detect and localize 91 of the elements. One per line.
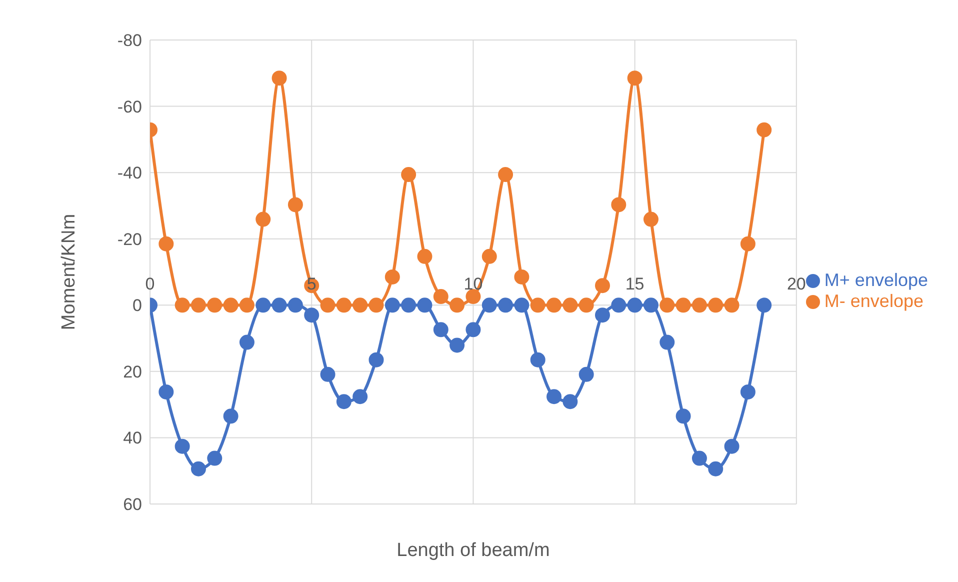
point (660, 298, 675, 313)
y-axis-title: Moment/KNm (58, 214, 80, 330)
point (740, 384, 756, 400)
point (724, 438, 740, 454)
y-tick-label: -60 (117, 97, 142, 116)
point (578, 298, 594, 313)
y-tick-label: 20 (123, 362, 142, 382)
point (272, 298, 287, 313)
x-axis-title: Length of beam/m (396, 540, 550, 561)
point (272, 70, 287, 86)
x-tick-label: 20 (786, 274, 806, 294)
point (433, 322, 448, 338)
point (158, 384, 174, 400)
point (158, 236, 174, 252)
point (450, 338, 465, 353)
point (482, 248, 497, 264)
point (352, 389, 368, 404)
point (708, 298, 724, 313)
point (643, 212, 658, 227)
point (239, 298, 254, 313)
legend-label: M- envelope (824, 291, 924, 311)
point (676, 298, 691, 313)
legend-label: M+ envelope (824, 270, 928, 290)
point (514, 269, 530, 284)
point (352, 298, 368, 313)
point (368, 298, 384, 313)
point (256, 298, 271, 313)
point (546, 298, 562, 313)
point (239, 334, 254, 350)
point (578, 366, 594, 382)
point (190, 461, 206, 476)
point (174, 298, 190, 313)
point (514, 298, 530, 313)
point (594, 278, 610, 294)
point (562, 394, 578, 410)
y-tick-label: -40 (117, 164, 142, 183)
point (756, 122, 772, 138)
point (223, 298, 238, 313)
point (676, 408, 691, 424)
point (756, 298, 772, 313)
point (207, 298, 222, 313)
point (288, 298, 303, 313)
point (530, 352, 546, 368)
y-tick-label: 60 (123, 495, 142, 514)
point (401, 167, 416, 182)
point (304, 308, 320, 323)
point (417, 248, 432, 264)
y-tick-label: 40 (123, 428, 142, 448)
x-tick-label: 5 (306, 274, 316, 294)
point (530, 298, 546, 313)
point (562, 298, 578, 313)
point (692, 298, 707, 313)
y-tick-label: 0 (132, 296, 142, 316)
point (594, 308, 610, 323)
point (384, 269, 400, 284)
point (320, 366, 336, 382)
point (190, 298, 206, 313)
point (466, 289, 481, 304)
x-tick-label: 0 (145, 274, 155, 294)
point (401, 298, 416, 313)
point (498, 167, 514, 182)
point (482, 298, 497, 313)
x-tick-label: 15 (625, 274, 644, 294)
point (724, 298, 740, 313)
point (546, 389, 562, 404)
point (611, 197, 626, 212)
point (336, 298, 352, 313)
point (692, 450, 707, 466)
point (627, 298, 642, 313)
point (498, 298, 514, 313)
point (627, 70, 642, 86)
point (660, 334, 675, 350)
point (384, 298, 400, 313)
point (611, 298, 626, 313)
point (740, 236, 756, 252)
point (174, 438, 190, 454)
point (207, 450, 222, 466)
point (417, 298, 432, 313)
point (433, 289, 448, 304)
y-tick-label: -80 (117, 31, 142, 50)
point (450, 298, 465, 313)
point (368, 352, 384, 368)
point (288, 197, 303, 212)
y-tick-label: -20 (117, 230, 142, 249)
point (466, 322, 481, 338)
point (643, 298, 658, 313)
point (336, 394, 352, 410)
point (708, 461, 724, 476)
point (223, 408, 238, 424)
point (320, 298, 336, 313)
point (256, 212, 271, 227)
